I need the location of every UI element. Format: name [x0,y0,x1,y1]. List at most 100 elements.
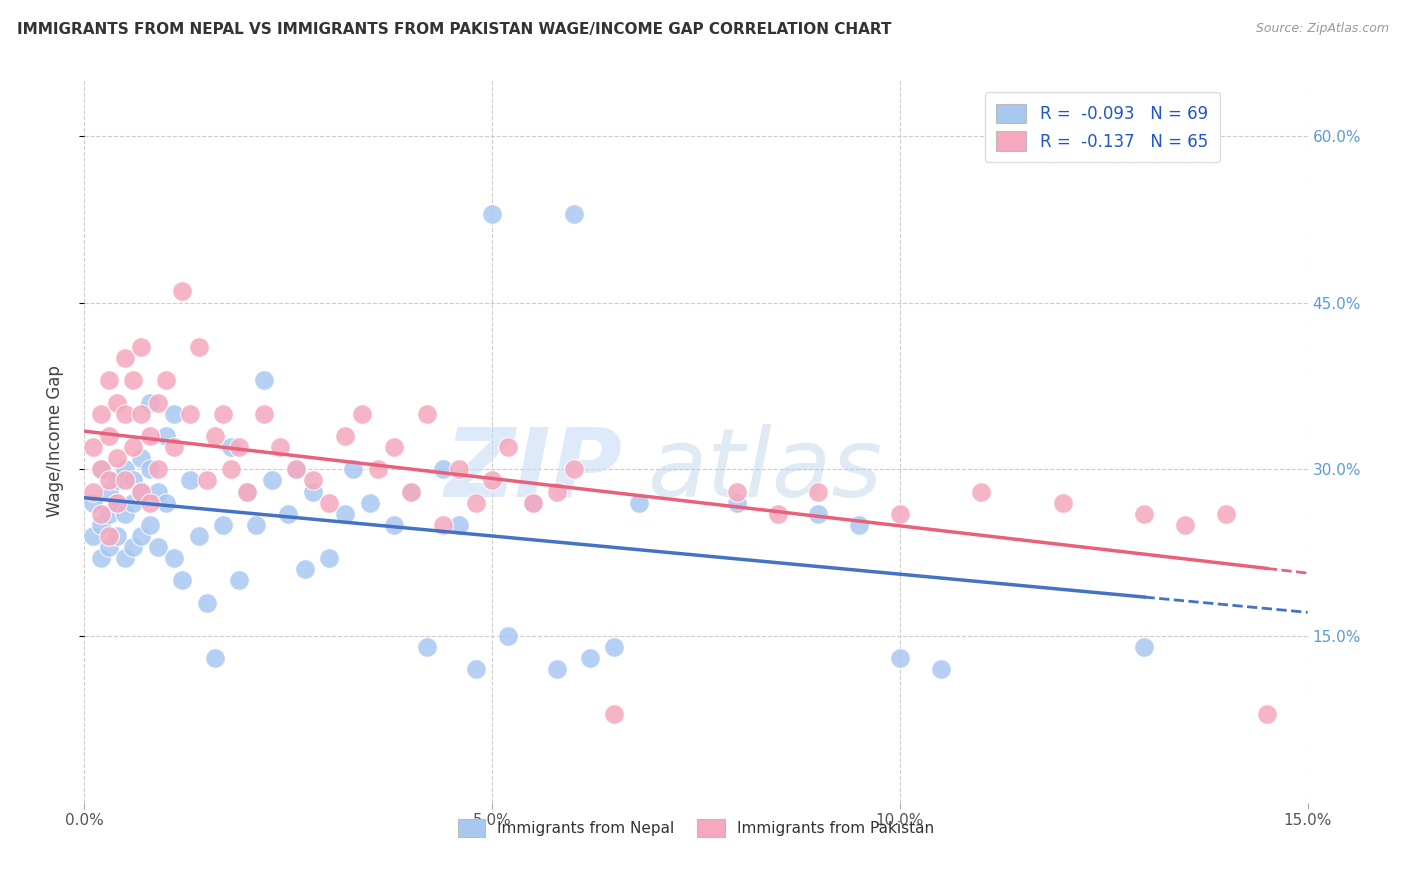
Point [498,629,520,643]
Point [212,517,235,532]
Point [114,551,136,566]
Point [603,706,626,721]
Point [122,474,145,488]
Point [449,517,471,532]
Point [1133,507,1156,521]
Point [90,551,112,566]
Point [725,484,748,499]
Point [562,462,585,476]
Point [114,407,136,421]
Point [848,517,870,532]
Point [97,429,120,443]
Point [105,496,128,510]
Point [212,407,235,421]
Point [399,484,422,499]
Point [522,496,544,510]
Point [155,429,177,443]
Point [498,440,520,454]
Point [399,484,422,499]
Point [970,484,993,499]
Point [432,462,454,476]
Text: atlas: atlas [647,424,882,517]
Point [179,474,201,488]
Point [546,484,568,499]
Point [187,529,209,543]
Point [382,440,405,454]
Point [82,440,104,454]
Point [146,395,169,409]
Point [122,540,145,554]
Point [603,640,626,655]
Point [131,529,153,543]
Point [82,529,104,543]
Point [204,651,226,665]
Point [285,462,308,476]
Point [294,562,316,576]
Point [889,507,911,521]
Point [187,340,209,354]
Point [432,517,454,532]
Point [627,496,650,510]
Point [155,496,177,510]
Point [1215,507,1237,521]
Point [464,662,486,676]
Point [163,440,186,454]
Point [163,407,186,421]
Point [105,395,128,409]
Point [546,662,568,676]
Point [889,651,911,665]
Point [342,462,364,476]
Point [163,551,186,566]
Point [97,507,120,521]
Point [155,373,177,387]
Point [131,407,153,421]
Point [105,529,128,543]
Point [97,529,120,543]
Point [807,507,830,521]
Point [416,407,439,421]
Point [122,496,145,510]
Point [245,517,267,532]
Point [195,596,218,610]
Text: Source: ZipAtlas.com: Source: ZipAtlas.com [1256,22,1389,36]
Point [929,662,952,676]
Point [269,440,291,454]
Point [138,517,160,532]
Point [131,340,153,354]
Text: ZIP: ZIP [444,424,623,517]
Point [195,474,218,488]
Point [131,484,153,499]
Point [114,462,136,476]
Point [90,407,112,421]
Point [90,507,112,521]
Point [277,507,299,521]
Point [481,474,503,488]
Point [97,540,120,554]
Point [90,462,112,476]
Point [807,484,830,499]
Point [90,517,112,532]
Point [228,574,250,588]
Point [122,440,145,454]
Point [367,462,389,476]
Point [105,474,128,488]
Point [285,462,308,476]
Point [253,373,276,387]
Point [1256,706,1278,721]
Point [1174,517,1197,532]
Point [228,440,250,454]
Point [114,474,136,488]
Point [90,462,112,476]
Point [172,574,194,588]
Point [382,517,405,532]
Point [260,474,283,488]
Point [301,474,323,488]
Point [97,373,120,387]
Point [82,484,104,499]
Point [253,407,276,421]
Point [562,207,585,221]
Point [105,496,128,510]
Point [131,451,153,466]
Point [725,496,748,510]
Point [579,651,602,665]
